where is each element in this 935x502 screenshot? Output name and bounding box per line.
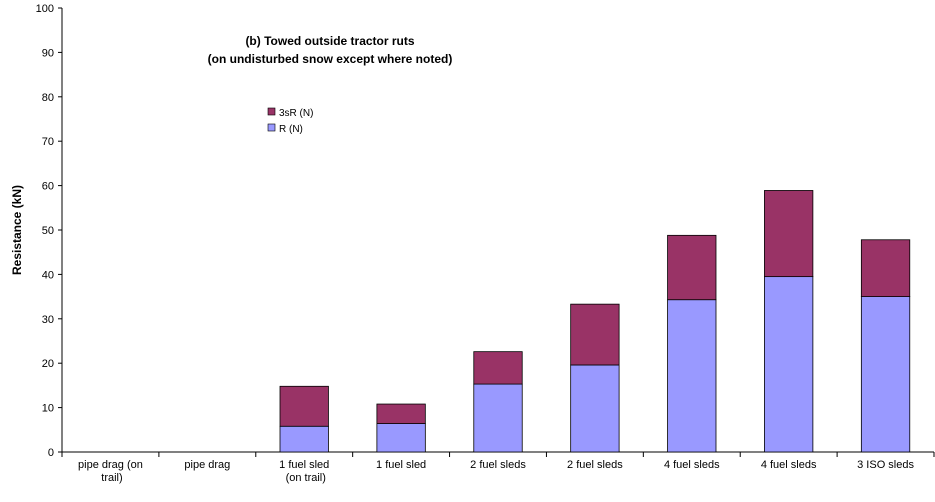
x-tick-label: pipe drag [184,459,230,471]
y-tick-label: 20 [42,358,54,370]
chart-subtitle: (on undisturbed snow except where noted) [208,52,453,66]
x-tick-label: pipe drag (on trail) [78,459,143,484]
bar-segment [279,385,329,427]
bar-segment [473,351,523,385]
legend-swatch [267,107,276,116]
bar-segment [860,296,911,453]
y-axis-label: Resistance (kN) [10,185,24,275]
y-tick-label: 30 [42,314,54,326]
y-tick-label: 90 [42,47,54,59]
x-tick-label: 1 fuel sled [376,459,426,471]
y-tick-label: 60 [42,181,54,193]
legend-swatch [267,123,276,132]
bar-segment [473,383,523,453]
legend-label: R (N) [279,124,303,135]
bar-segment [860,239,911,298]
x-tick-label: 4 fuel sleds [761,459,817,471]
x-tick-label: 4 fuel sleds [664,459,720,471]
y-tick-label: 50 [42,225,54,237]
bar-segment [570,364,620,453]
y-tick-label: 40 [42,269,54,281]
y-tick-label: 80 [42,92,54,104]
bar-segment [570,303,620,366]
bar-segment [279,425,329,453]
y-tick-label: 100 [36,3,54,15]
bar-segment [764,276,814,453]
bar-segment [376,423,426,453]
x-tick-label: 3 ISO sleds [857,459,914,471]
chart-title: (b) Towed outside tractor ruts [245,34,414,48]
y-tick-label: 70 [42,136,54,148]
bar-segment [667,299,717,453]
x-tick-label: 2 fuel sleds [567,459,623,471]
x-tick-label: 1 fuel sled (on trail) [279,459,329,484]
y-tick-label: 0 [48,447,54,459]
legend-label: 3sR (N) [279,108,313,119]
bar-segment [667,234,717,301]
bar-segment [376,403,426,424]
bar-segment [764,190,814,278]
y-tick-label: 10 [42,403,54,415]
x-tick-label: 2 fuel sleds [470,459,526,471]
